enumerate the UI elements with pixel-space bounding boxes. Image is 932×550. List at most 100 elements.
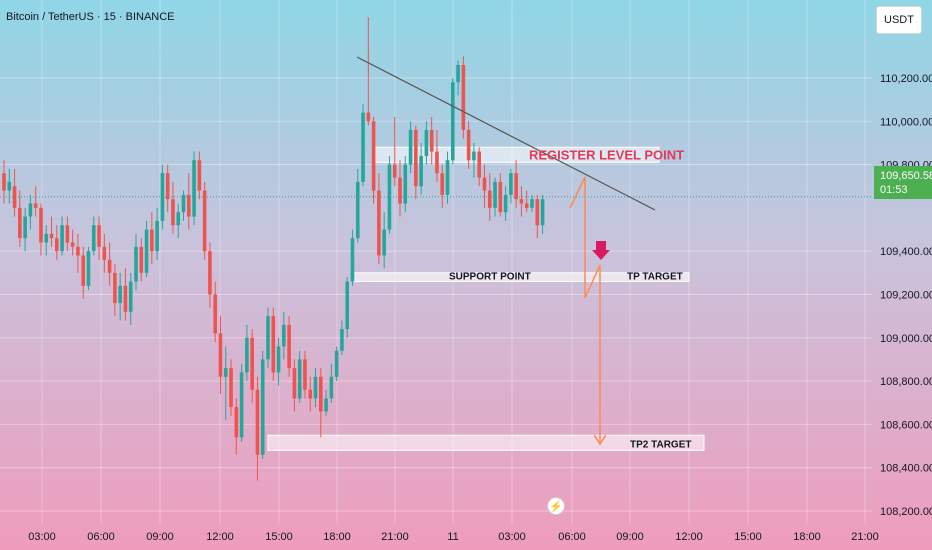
candle-body	[313, 376, 318, 399]
candle-body	[239, 372, 244, 438]
candle-body	[60, 225, 64, 252]
tp2-target-label: TP2 TARGET	[630, 439, 691, 450]
candle-body	[23, 216, 27, 239]
candle-body	[44, 233, 49, 243]
x-tick-label: 21:00	[851, 531, 879, 543]
candle-body	[371, 121, 376, 191]
candle-body	[234, 407, 239, 438]
candle-body	[113, 272, 117, 304]
candle-body	[250, 337, 254, 390]
x-tick-label: 03:00	[498, 531, 526, 543]
candle-body	[187, 194, 191, 217]
lightning-icon[interactable]: ⚡	[547, 497, 565, 515]
x-tick-label: 12:00	[675, 531, 703, 543]
candle-body	[91, 225, 96, 252]
candle-body	[245, 337, 249, 373]
candle-body	[461, 64, 466, 130]
candle-body	[139, 246, 144, 273]
candle-body	[297, 359, 302, 399]
candle-body	[218, 333, 223, 377]
candle-body	[223, 368, 228, 377]
candle-body	[514, 173, 518, 200]
candle-body	[144, 229, 149, 273]
candle-body	[150, 229, 154, 252]
candle-body	[202, 190, 207, 252]
candle-body	[414, 129, 418, 187]
symbol-title: Bitcoin / TetherUS · 15 · BINANCE	[6, 11, 175, 23]
y-tick-label: 109,000.00	[880, 333, 932, 345]
x-tick-label: 09:00	[616, 531, 644, 543]
candle-body	[107, 259, 112, 273]
support-label: SUPPORT POINT	[449, 271, 531, 282]
x-tick-label: 21:00	[381, 531, 409, 543]
candle-body	[482, 177, 487, 191]
candle-body	[197, 160, 202, 191]
candle-body	[403, 164, 408, 204]
candle-body	[366, 112, 371, 122]
y-tick-label: 108,200.00	[880, 506, 932, 518]
candle-body	[260, 359, 265, 455]
candle-body	[97, 225, 101, 247]
candle-body	[308, 389, 313, 399]
candle-body	[192, 160, 196, 217]
candle-body	[424, 129, 429, 156]
current-price-value: 109,650.58	[880, 170, 932, 182]
candle-body	[134, 246, 138, 282]
candle-body	[12, 186, 17, 208]
candle-body	[355, 181, 360, 239]
x-tick-label: 15:00	[265, 531, 293, 543]
candle-body	[466, 129, 471, 161]
candle-body	[382, 229, 386, 256]
x-tick-label: 15:00	[734, 531, 762, 543]
x-tick-label: 11	[447, 531, 458, 543]
candle-body	[33, 203, 38, 208]
candle-body	[70, 242, 75, 247]
candle-body	[329, 376, 334, 399]
candle-body	[208, 251, 212, 295]
candle-body	[477, 151, 481, 178]
candle-body	[435, 151, 439, 174]
candle-body	[118, 285, 122, 304]
candle-body	[487, 190, 492, 208]
x-tick-label: 09:00	[146, 531, 174, 543]
candle-body	[398, 177, 402, 204]
candle-body	[429, 129, 434, 152]
candle-body	[324, 398, 328, 412]
tp-target-label: TP TARGET	[627, 271, 683, 282]
candle-body	[493, 181, 497, 208]
candle-body	[524, 203, 529, 208]
candle-body	[49, 233, 54, 239]
candle-body	[282, 324, 286, 347]
candle-body	[18, 207, 22, 239]
candle-body	[440, 173, 445, 195]
candle-body	[361, 112, 365, 182]
y-axis: 108,200.00 108,400.00 108,600.00 108,800.00…	[880, 73, 932, 518]
candle-body	[530, 199, 534, 208]
candle-body	[86, 251, 91, 286]
candle-body	[213, 294, 217, 334]
candle-countdown: 01:53	[880, 184, 908, 196]
candle-body	[319, 376, 323, 412]
y-tick-label: 110,200.00	[880, 73, 932, 85]
y-tick-label: 109,200.00	[880, 289, 932, 301]
candle-body	[181, 194, 186, 213]
x-tick-label: 06:00	[87, 531, 115, 543]
candle-body	[165, 173, 170, 200]
candle-body	[229, 368, 233, 408]
resistance-label: REGISTER LEVEL POINT	[529, 147, 684, 162]
candle-body	[176, 212, 181, 226]
tp2-zone	[267, 434, 705, 451]
candle-body	[2, 173, 6, 191]
x-axis: 03:00 06:00 09:00 12:00 15:00 18:00 21:00 11 03:…	[28, 531, 879, 543]
candle-body	[509, 173, 513, 195]
candle-body	[498, 181, 503, 213]
candle-body	[39, 207, 43, 243]
x-tick-label: 18:00	[323, 531, 351, 543]
candle-body	[76, 246, 80, 256]
candle-body	[28, 203, 33, 217]
candle-body	[445, 160, 450, 195]
candle-body	[102, 246, 107, 260]
currency-button[interactable]: USDT	[876, 6, 922, 34]
